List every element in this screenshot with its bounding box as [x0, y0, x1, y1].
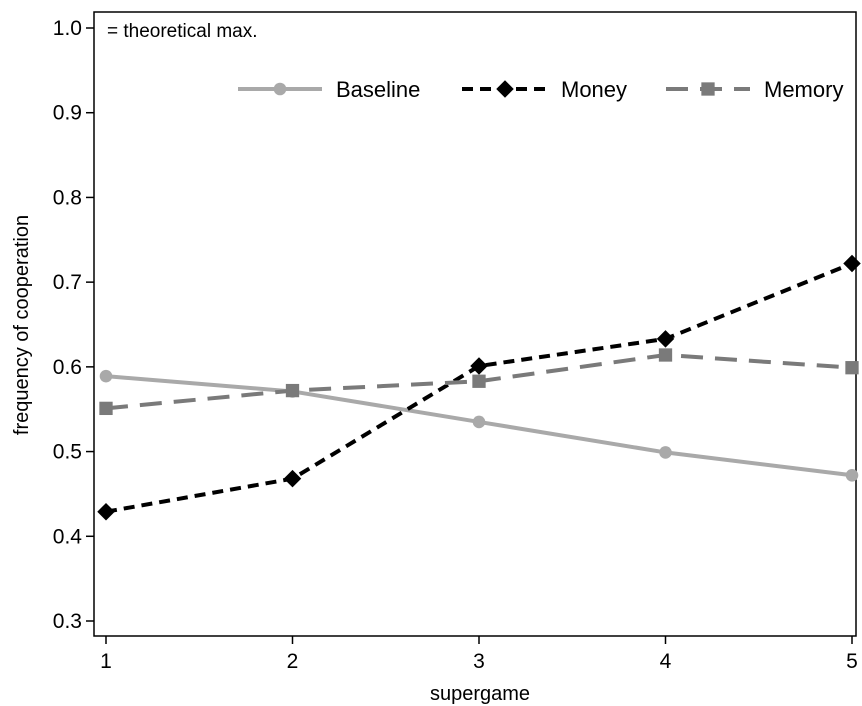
legend-item-baseline: Baseline	[238, 77, 420, 102]
y-tick-label: 0.5	[53, 441, 82, 464]
legend: Baseline Money Memory	[238, 77, 843, 102]
x-axis: 1 2 3 4 5	[100, 636, 858, 673]
plot-frame	[93, 11, 857, 637]
legend-label-money: Money	[561, 77, 627, 102]
data-point-money	[97, 502, 115, 521]
data-point-baseline	[99, 369, 113, 383]
x-tick-label: 3	[473, 650, 485, 673]
data-point-money	[283, 469, 302, 488]
y-tick-label: 1.0	[53, 17, 82, 40]
x-axis-title: supergame	[430, 683, 530, 705]
y-tick-label: 0.7	[53, 271, 82, 294]
x-tick-label: 2	[287, 650, 299, 673]
data-point-memory	[845, 361, 859, 375]
data-point-memory	[658, 348, 673, 362]
legend-label-memory: Memory	[764, 77, 843, 102]
theoretical-max-note: = theoretical max.	[107, 21, 258, 42]
data-point-baseline	[659, 446, 672, 459]
data-point-baseline	[845, 468, 859, 482]
data-point-money	[843, 254, 861, 273]
y-tick-label: 0.9	[53, 102, 82, 125]
y-axis-title: frequency of cooperation	[11, 215, 33, 435]
data-point-money	[656, 330, 675, 348]
y-tick-label: 0.4	[53, 525, 83, 548]
y-axis: 0.3 0.4 0.5 0.6 0.7 0.8 0.9 1.0	[53, 17, 94, 633]
plot-border	[93, 11, 857, 637]
x-tick-label: 5	[846, 650, 858, 673]
data-point-money	[470, 357, 488, 375]
x-tick-label: 1	[100, 650, 112, 673]
legend-marker-money	[496, 80, 514, 98]
legend-marker-baseline	[273, 82, 287, 96]
series-money	[97, 254, 861, 521]
series-memory	[99, 348, 859, 416]
y-tick-label: 0.8	[53, 186, 82, 209]
series-line-money	[105, 261, 853, 514]
series-layer	[97, 254, 861, 521]
data-point-memory	[285, 383, 300, 398]
legend-item-money: Money	[462, 77, 627, 102]
y-tick-label: 0.6	[53, 356, 82, 379]
data-point-memory	[99, 401, 113, 416]
x-tick-label: 4	[660, 650, 672, 673]
data-point-memory	[472, 374, 486, 388]
legend-marker-memory	[701, 82, 715, 96]
legend-item-memory: Memory	[666, 77, 843, 102]
legend-label-baseline: Baseline	[336, 77, 420, 102]
data-point-baseline	[472, 415, 486, 429]
y-tick-label: 0.3	[53, 610, 82, 633]
